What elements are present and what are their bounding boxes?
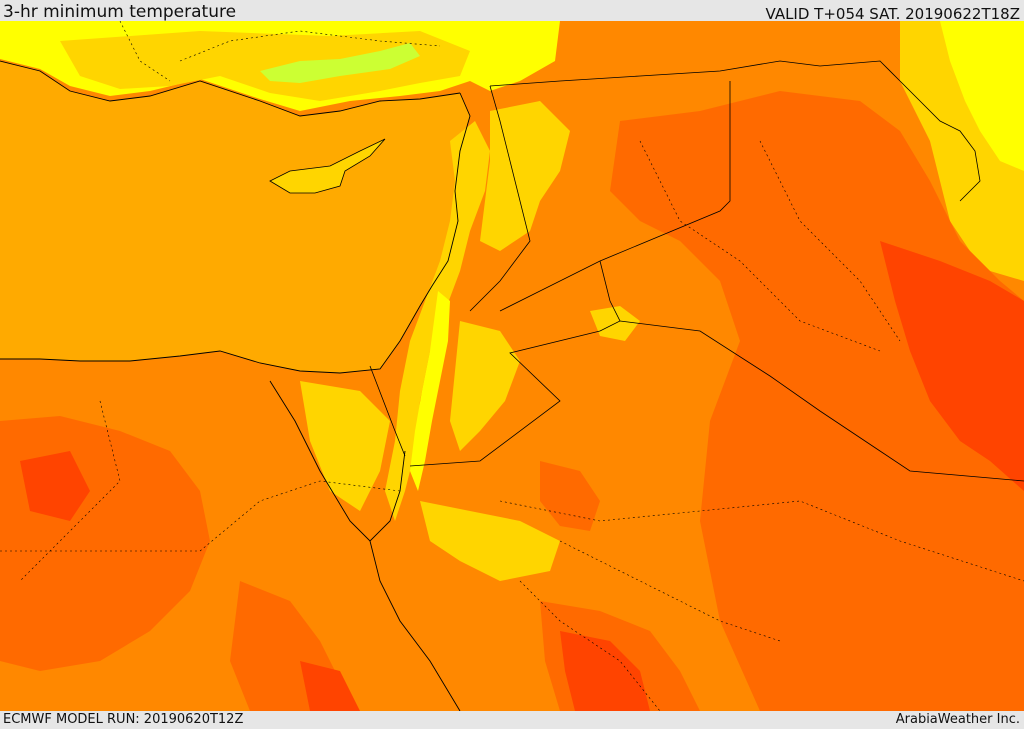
valid-time-label: VALID T+054 SAT. 20190622T18Z <box>765 5 1020 23</box>
credit-label: ArabiaWeather Inc. <box>895 712 1020 727</box>
saudi-east-deep <box>540 461 600 531</box>
southwest-red-patch <box>300 661 360 711</box>
iraq-deep-orange <box>610 91 1024 711</box>
turkey-gold-band <box>60 31 470 101</box>
syria-gold-patch <box>480 101 570 251</box>
light-green-patch <box>260 43 420 83</box>
province-borders <box>0 21 1024 711</box>
jordan-valley-yellow <box>410 291 450 491</box>
northeast-bright-yellow <box>940 21 1024 171</box>
sinai-gold-patch <box>300 381 390 511</box>
iraq-red-orange <box>880 241 1024 491</box>
mediterranean-sea <box>0 61 470 373</box>
coastlines <box>0 60 471 711</box>
saudi-gold-patch <box>420 501 560 581</box>
map-title: 3-hr minimum temperature <box>3 2 237 22</box>
cyprus-island <box>269 138 386 194</box>
saudi-south-red <box>560 631 650 711</box>
country-borders <box>369 60 1024 482</box>
model-run-label: ECMWF MODEL RUN: 20190620T12Z <box>3 712 244 727</box>
egypt-red-patch <box>20 451 90 521</box>
temperature-map <box>0 21 1024 711</box>
jordan-gold-patch <box>450 321 520 451</box>
